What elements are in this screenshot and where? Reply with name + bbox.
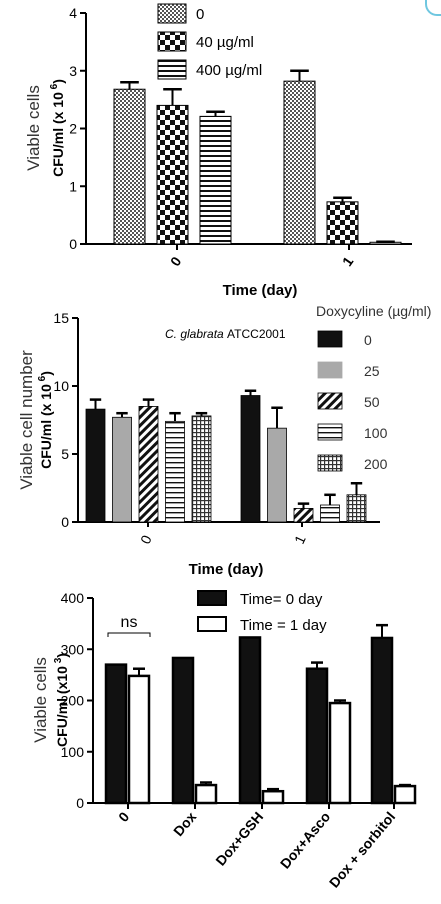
y-tick-label: 300 [61,641,85,657]
y-axis-label-line2: CFU/ml (x 10 6) [37,371,54,469]
x-tick-label: Dox [170,808,199,839]
x-tick-label: 0 [115,808,132,824]
bar [261,789,285,805]
bar [199,115,232,245]
y-tick-label: 3 [69,63,77,79]
y-axis-label-line2: CFU/ml (x 10 6) [49,79,66,177]
legend-title: Doxycyline (µg/ml) [316,303,431,319]
bar [112,416,132,523]
x-tick-label: Dox+GSH [212,809,266,869]
bar [326,201,359,245]
bar [113,88,146,245]
y-tick-label: 0 [61,514,69,530]
legend-label: 0 [196,6,204,23]
y-tick-label: 1 [69,178,77,194]
y-axis-label-line2: CFU/ml (x10 3) [53,653,70,747]
bar [328,701,352,805]
y-tick-label: 10 [53,378,69,394]
strain-annotation: C. glabrata ATCC2001 [165,327,286,341]
bar [370,636,394,805]
significance-bracket [107,632,151,637]
bar [320,504,340,523]
bar [240,395,261,523]
legend-swatch [197,616,227,632]
y-tick-label: 15 [53,310,69,326]
bar [156,104,189,245]
legend-label: 25 [364,363,380,379]
legend-swatch [157,31,187,52]
y-tick-label: 200 [61,693,85,709]
x-tick-label: 1 [339,253,357,269]
x-axis-title: Time (day) [189,561,264,578]
bar [104,663,128,805]
legend-label: Time = 1 day [240,617,327,634]
y-axis-label-line1: Viable cells [24,85,43,171]
x-tick-label: Dox+Asco [277,809,334,872]
legend-swatch [317,392,343,410]
y-tick-label: 5 [61,446,69,462]
bar [194,783,218,805]
bar [293,507,314,523]
y-tick-label: 400 [61,590,85,606]
legend-swatch [197,590,227,606]
bar [138,406,159,523]
bar [127,674,151,805]
bar [393,784,417,805]
x-tick-label: 0 [137,532,155,546]
bar [191,415,212,523]
bar [346,494,367,523]
x-tick-label: Dox + sorbitol [326,809,399,891]
legend-swatch [317,423,343,441]
bar [165,420,185,523]
y-tick-label: 2 [69,121,77,137]
bar [305,667,329,805]
legend-swatch [317,330,343,348]
y-tick-label: 4 [69,5,77,21]
legend-label: 100 [364,425,388,441]
legend-swatch [157,3,187,24]
corner-decoration [425,0,441,16]
bar [85,408,106,523]
bar [283,80,316,245]
legend-label: 400 µg/ml [196,62,262,79]
legend-label: 200 [364,456,388,472]
x-tick-label: 1 [291,532,309,546]
x-axis-title: Time (day) [223,282,298,299]
bar [238,636,262,805]
y-axis-label-line1: Viable cell number [17,350,36,490]
y-tick-label: 0 [69,236,77,252]
legend-swatch [157,59,187,80]
legend-swatch [317,454,343,472]
bar [171,656,195,805]
x-tick-label: 0 [167,253,185,269]
legend-label: 0 [364,332,372,348]
legend-label: 40 µg/ml [196,34,254,51]
bar [267,427,287,523]
y-tick-label: 100 [61,744,85,760]
chart-panel-a: 0 1 2 3 4 Viable cells CFU/ml (x 10 6) 0 1 Time (… [24,3,412,299]
legend-label: 50 [364,394,380,410]
y-axis-label-line1: Viable cells [31,657,50,743]
legend-label: Time= 0 day [240,591,323,608]
y-tick-label: 0 [76,795,84,811]
legend-swatch [317,361,343,379]
significance-label: ns [121,614,138,631]
chart-panel-c: 0 100 200 300 400 Viable cells CFU/ml (x10 3) 0… [31,590,417,891]
